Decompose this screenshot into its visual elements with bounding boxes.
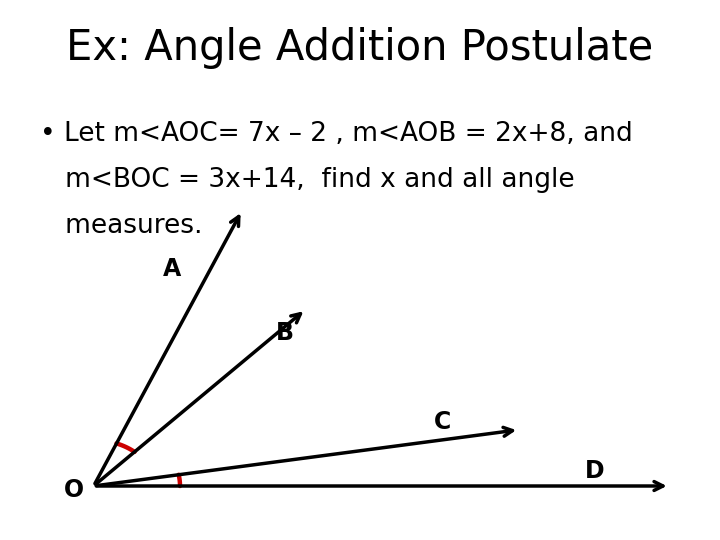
Text: D: D	[585, 459, 605, 483]
Text: C: C	[434, 410, 451, 434]
Text: B: B	[276, 321, 294, 345]
Text: • Let m<AOC= 7x – 2 , m<AOB = 2x+8, and: • Let m<AOC= 7x – 2 , m<AOB = 2x+8, and	[40, 122, 632, 147]
Text: O: O	[63, 478, 84, 502]
Text: Ex: Angle Addition Postulate: Ex: Angle Addition Postulate	[66, 27, 654, 69]
Text: m<BOC = 3x+14,  find x and all angle: m<BOC = 3x+14, find x and all angle	[40, 167, 575, 193]
Text: A: A	[163, 257, 181, 281]
Text: measures.: measures.	[40, 213, 202, 239]
